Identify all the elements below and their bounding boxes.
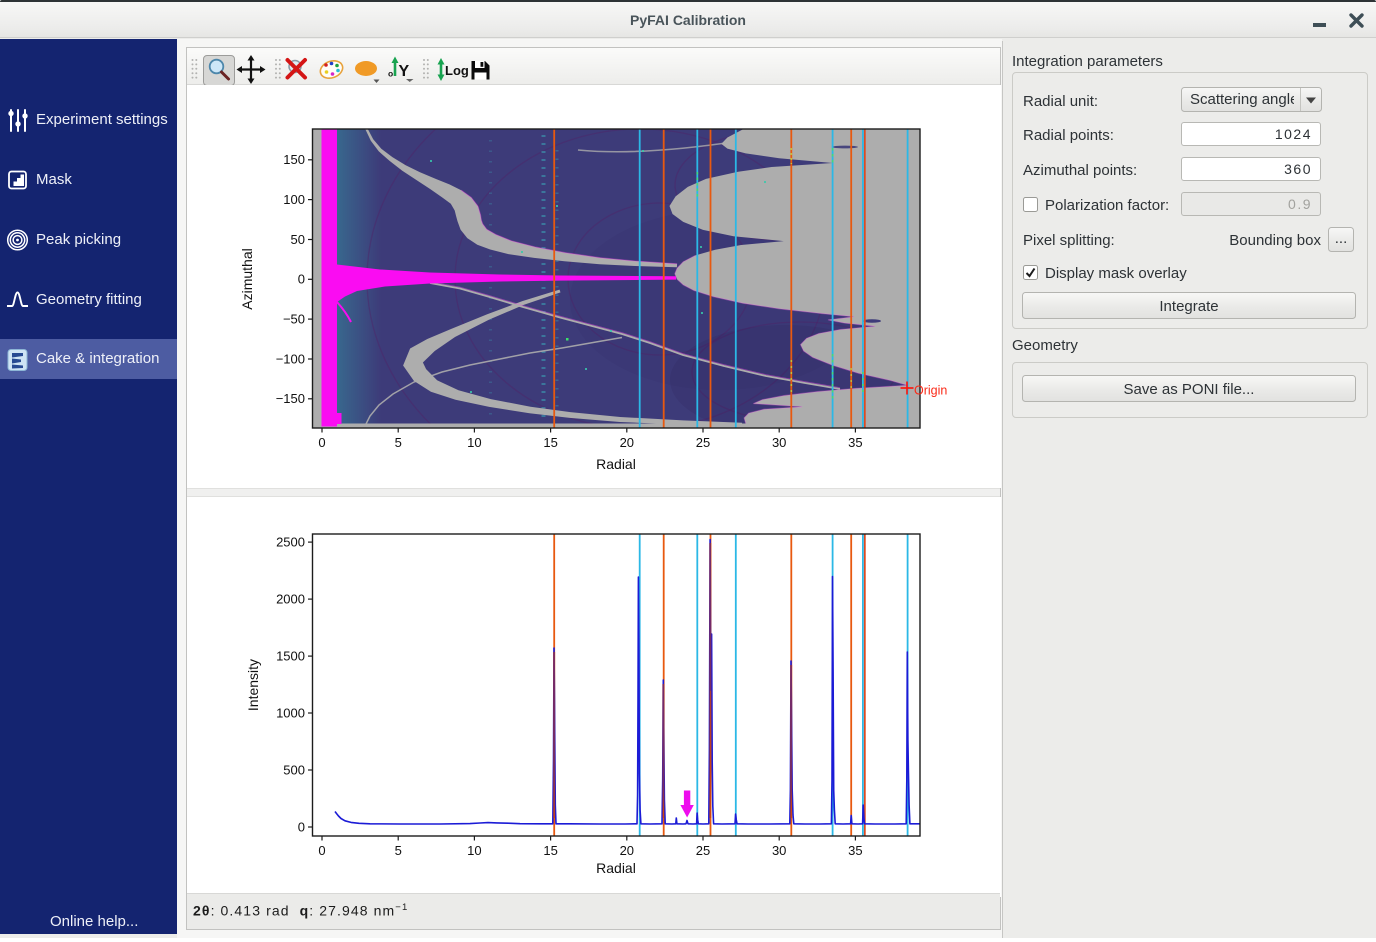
svg-text:15: 15 — [543, 843, 557, 858]
svg-text:25: 25 — [696, 435, 710, 450]
svg-text:Intensity: Intensity — [245, 659, 261, 711]
svg-text:30: 30 — [772, 435, 786, 450]
svg-text:−100: −100 — [276, 351, 305, 366]
svg-text:10: 10 — [467, 435, 481, 450]
svg-text:20: 20 — [620, 843, 634, 858]
svg-text:1000: 1000 — [276, 705, 305, 720]
svg-text:0: 0 — [318, 843, 325, 858]
svg-text:150: 150 — [283, 152, 305, 167]
svg-text:5: 5 — [395, 435, 402, 450]
svg-text:5: 5 — [395, 843, 402, 858]
svg-text:Radial: Radial — [596, 860, 636, 876]
svg-text:1500: 1500 — [276, 648, 305, 663]
svg-text:35: 35 — [848, 843, 862, 858]
svg-text:50: 50 — [291, 232, 305, 247]
svg-text:2500: 2500 — [276, 534, 305, 549]
svg-text:10: 10 — [467, 843, 481, 858]
svg-text:0: 0 — [318, 435, 325, 450]
svg-text:20: 20 — [620, 435, 634, 450]
svg-text:15: 15 — [543, 435, 557, 450]
svg-text:0: 0 — [298, 272, 305, 287]
svg-text:o: o — [388, 69, 393, 79]
svg-text:100: 100 — [283, 192, 305, 207]
svg-text:Y: Y — [399, 63, 410, 80]
svg-text:Radial: Radial — [596, 456, 636, 472]
svg-text:25: 25 — [696, 843, 710, 858]
svg-text:Origin: Origin — [914, 384, 947, 398]
svg-text:0: 0 — [298, 819, 305, 834]
svg-text:Log: Log — [445, 63, 469, 78]
svg-text:−50: −50 — [283, 311, 305, 326]
svg-text:35: 35 — [848, 435, 862, 450]
svg-text:Azimuthal: Azimuthal — [239, 248, 255, 309]
svg-text:−150: −150 — [276, 391, 305, 406]
svg-text:500: 500 — [283, 762, 305, 777]
svg-text:2000: 2000 — [276, 591, 305, 606]
svg-text:30: 30 — [772, 843, 786, 858]
